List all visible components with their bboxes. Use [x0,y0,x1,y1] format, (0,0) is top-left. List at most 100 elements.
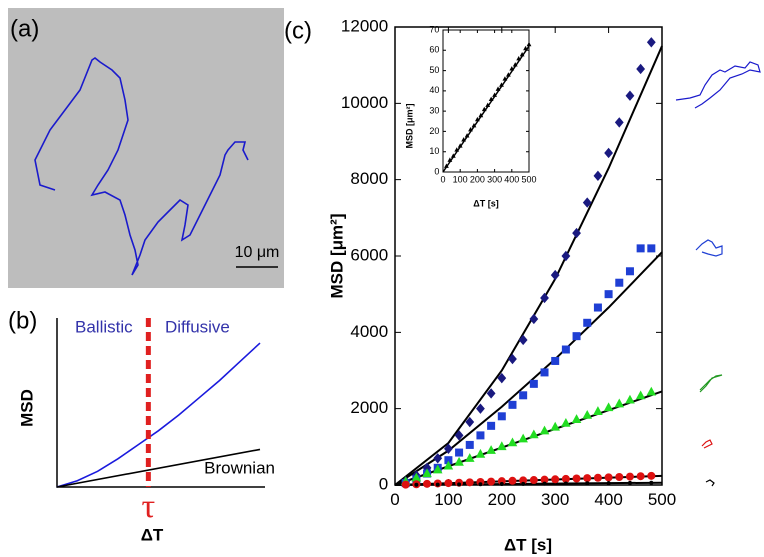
x-axis-label: ΔT [141,525,164,544]
y-tick-label: 8000 [350,169,388,188]
tau-label: τ [142,488,156,525]
point [447,157,453,162]
x-tick-label: 200 [470,174,485,184]
point [401,480,410,489]
point [540,475,549,484]
point [614,117,624,128]
y-tick-label: 10000 [341,93,388,112]
point [561,250,571,262]
curve [56,448,261,488]
x-tick-label: 100 [453,174,468,184]
x-tick-label: 200 [488,490,516,509]
point [508,353,517,365]
point [647,244,656,253]
point [465,478,474,487]
point [625,90,635,101]
trajectory-thumb [675,61,761,109]
point [526,41,532,47]
y-axis-label: MSD [μm²] [327,214,346,299]
point [450,153,456,158]
trajectory-thumb [699,374,723,393]
point [529,379,538,388]
point [444,479,453,488]
point [508,476,517,485]
point [507,437,518,447]
point [422,468,432,478]
point [571,414,582,423]
point [649,480,654,485]
point [433,453,443,464]
point [582,197,592,208]
x-axis-label: ΔT [s] [473,198,498,208]
point [583,474,592,483]
point [550,421,560,431]
point [465,416,475,428]
point [593,303,602,312]
point [502,76,508,81]
point [561,474,570,483]
point [495,86,501,91]
point [497,441,507,451]
point [464,133,470,138]
y-tick-label: 6000 [350,245,388,264]
point [540,292,549,304]
trajectory-thumb [695,239,723,257]
point [414,482,419,487]
point [481,106,487,112]
point [604,290,613,299]
point [497,412,506,421]
point [593,473,602,482]
point [509,66,515,71]
point [615,278,624,287]
point [518,334,528,346]
point [497,372,507,384]
point [604,473,613,482]
point [627,480,632,485]
point [603,402,614,412]
x-tick-label: 500 [521,174,536,184]
trajectory-thumb [701,439,713,449]
point [582,409,593,419]
point [572,227,581,239]
point [468,127,473,132]
y-axis-label: MSD [μm²] [404,103,414,148]
point [523,45,528,51]
y-tick-label: 40 [429,85,439,95]
point [604,147,613,159]
point [444,163,449,168]
y-axis-label: MSD [17,389,36,427]
point [432,464,443,474]
point [505,72,511,77]
point [646,37,656,48]
point [583,318,592,327]
point [512,62,518,67]
y-tick-label: 12000 [341,16,388,35]
point [529,476,538,485]
annotation: Brownian [204,458,275,477]
fit-line [394,45,663,486]
point [443,460,454,470]
y-tick-label: 30 [429,106,439,116]
scale-bar-label: 10 μm [235,244,280,261]
point [457,143,463,148]
point [411,472,422,482]
point [499,82,504,87]
point [499,482,504,487]
x-tick-label: 0 [440,174,445,184]
x-tick-label: 300 [541,490,569,509]
plot-frame [442,29,530,173]
point [635,390,646,400]
point [519,476,528,485]
point [646,386,657,396]
point [454,456,464,466]
x-tick-label: 300 [487,174,502,184]
point [508,400,517,409]
annotation: Ballistic [75,317,133,336]
point [486,388,496,399]
point [636,244,645,253]
x-tick-label: 400 [594,490,622,509]
point [457,482,462,487]
point [561,345,570,354]
point [519,51,525,57]
